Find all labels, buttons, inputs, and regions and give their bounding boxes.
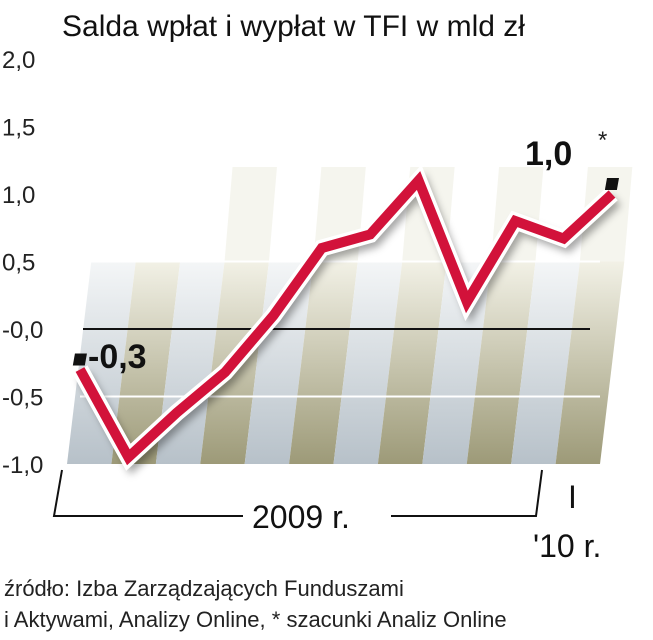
stripe [377,261,447,464]
stripe-upper [224,167,277,262]
series-line [75,171,616,466]
stripe [466,261,536,464]
background-stripes [67,167,633,464]
y-tick-label: -0,5 [2,385,43,412]
y-tick-label: 0,5 [2,250,35,277]
stripe [511,261,580,464]
x-axis-bracket [52,469,543,517]
y-tick-label: 1,5 [2,115,35,142]
start-marker [72,353,87,366]
estimate-asterisk: * [598,127,607,154]
x-label-year: 2009 r. [252,499,350,535]
stripe [289,261,358,464]
y-tick-label: 2,0 [2,47,35,74]
y-tick-label: -1,0 [2,452,43,479]
stripe [67,261,136,464]
source-line-2: i Aktywami, Analizy Online, * szacunki A… [4,607,507,632]
y-tick-label: 1,0 [2,182,35,209]
x-label-next-year: '10 r. [533,528,601,564]
source-line-1: źródło: Izba Zarządzających Funduszami [4,576,404,601]
stripe [244,261,314,464]
end-marker [604,178,619,190]
y-tick-label: -0,0 [2,317,43,344]
stripe [333,261,403,464]
gridlines [80,260,600,398]
chart-title: Salda wpłat i wypłat w TFI w mld zł [62,10,525,43]
series [72,164,621,475]
stripe [111,261,181,464]
start-value-label: -0,3 [88,338,147,376]
x-label-month: I [568,479,577,515]
end-value-label: 1,0 [525,135,572,173]
y-axis-ticks: 2,0 1,5 1,0 0,5 -0,0 -0,5 -1,0 [2,47,43,479]
stripe [555,261,625,464]
